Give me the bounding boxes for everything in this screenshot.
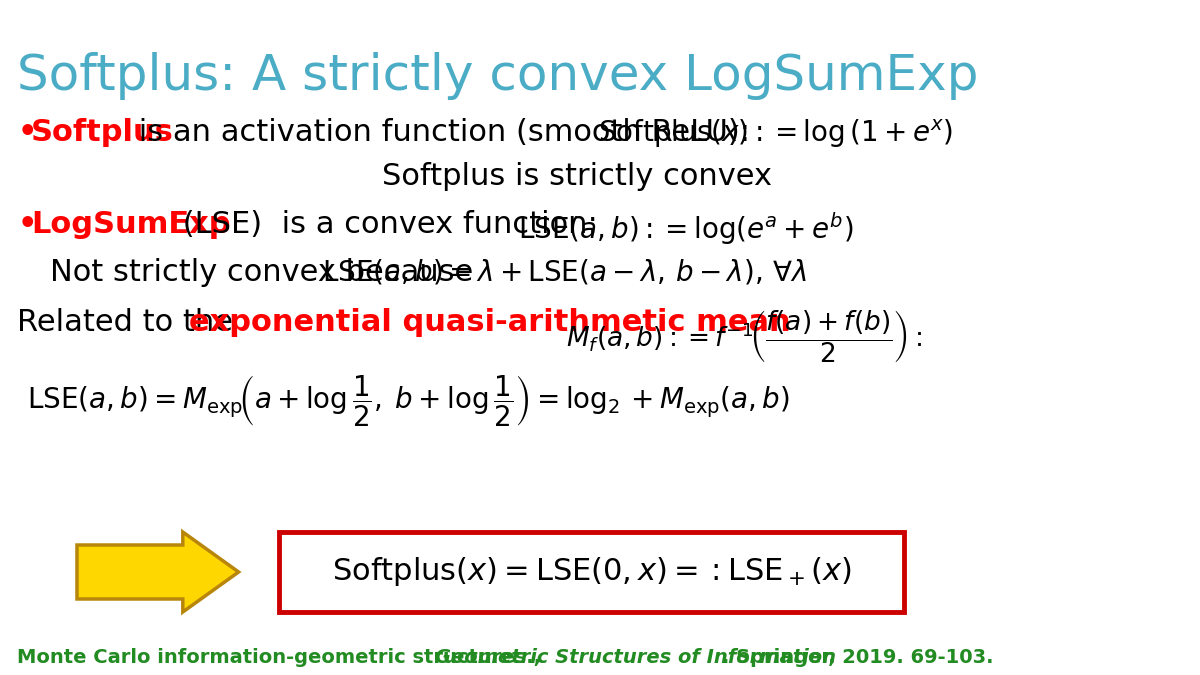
Text: Softplus: A strictly convex LogSumExp: Softplus: A strictly convex LogSumExp bbox=[17, 52, 979, 100]
Text: Geometric Structures of Information: Geometric Structures of Information bbox=[434, 648, 836, 667]
FancyBboxPatch shape bbox=[280, 532, 905, 612]
Text: •: • bbox=[17, 118, 37, 147]
Text: exponential quasi-arithmetic mean: exponential quasi-arithmetic mean bbox=[188, 308, 791, 337]
Text: $\mathrm{Softplus}(x) = \mathrm{LSE}(0,x) =: \mathrm{LSE}_+(x)$: $\mathrm{Softplus}(x) = \mathrm{LSE}(0,x… bbox=[332, 556, 851, 589]
Text: •: • bbox=[17, 210, 37, 239]
Text: Softplus is strictly convex: Softplus is strictly convex bbox=[383, 162, 773, 191]
Text: $\mathrm{LSE}(a,b) = \lambda + \mathrm{LSE}(a-\lambda,\, b-\lambda),\,\forall\la: $\mathrm{LSE}(a,b) = \lambda + \mathrm{L… bbox=[323, 258, 808, 287]
Text: $M_f(a,b) := f^{-1}\!\left(\dfrac{f(a)+f(b)}{2}\right):$: $M_f(a,b) := f^{-1}\!\left(\dfrac{f(a)+f… bbox=[565, 308, 923, 365]
Text: is an activation function (smooth ReLU):: is an activation function (smooth ReLU): bbox=[128, 118, 750, 147]
Text: . Springer, 2019. 69-103.: . Springer, 2019. 69-103. bbox=[721, 648, 994, 667]
Text: $\mathrm{LSE}(a,b) = M_{\mathrm{exp}}\!\left(a + \log\dfrac{1}{2},\; b + \log\df: $\mathrm{LSE}(a,b) = M_{\mathrm{exp}}\!\… bbox=[26, 373, 790, 428]
Text: Related to the: Related to the bbox=[17, 308, 244, 337]
Text: $\mathrm{Softplus}(x) := \log\left(1 + e^x\right)$: $\mathrm{Softplus}(x) := \log\left(1 + e… bbox=[599, 118, 954, 151]
Text: LogSumExp: LogSumExp bbox=[31, 210, 230, 239]
Text: Monte Carlo information-geometric structures.,: Monte Carlo information-geometric struct… bbox=[17, 648, 541, 667]
Text: Softplus: Softplus bbox=[31, 118, 174, 147]
Text: $\mathrm{LSE}(a,b) := \log(e^a + e^b)$: $\mathrm{LSE}(a,b) := \log(e^a + e^b)$ bbox=[517, 210, 853, 246]
Text: (LSE)  is a convex function:: (LSE) is a convex function: bbox=[173, 210, 598, 239]
Text: Not strictly convex because: Not strictly convex because bbox=[50, 258, 473, 287]
FancyArrow shape bbox=[77, 532, 239, 612]
